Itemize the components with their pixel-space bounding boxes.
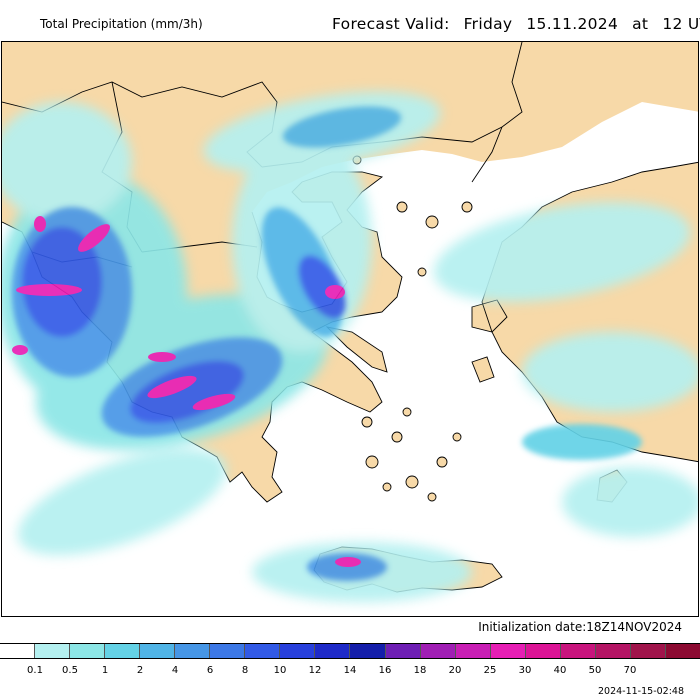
colorbar-swatch [594, 644, 630, 658]
colorbar-tick-label: 10 [273, 665, 287, 676]
colorbar-tick-label: 1 [101, 665, 109, 676]
colorbar-swatch [524, 644, 560, 658]
forecast-day: Friday [463, 15, 513, 33]
colorbar-swatch [244, 644, 280, 658]
generation-timestamp: 2024-11-15-02:48 [597, 686, 684, 697]
colorbar-tick-label: 50 [588, 665, 602, 676]
colorbar-tick-label: 16 [378, 665, 392, 676]
colorbar-swatch [489, 644, 525, 658]
colorbar-swatch [139, 644, 175, 658]
precipitation-map [1, 41, 699, 617]
forecast-at: at [632, 15, 649, 33]
colorbar-tick-label: 20 [448, 665, 462, 676]
map-canvas [2, 42, 698, 602]
colorbar-swatch [314, 644, 350, 658]
colorbar-swatch [454, 644, 490, 658]
colorbar-tick-label: 14 [343, 665, 357, 676]
colorbar-swatch [559, 644, 595, 658]
colorbar-tick-label: 18 [413, 665, 427, 676]
colorbar-tick-labels: 0.1 0.5 1 2 4 6 8 10 12 14 16 18 20 25 30 40 50 70 [0, 665, 700, 679]
colorbar-tick-label: 4 [171, 665, 179, 676]
forecast-valid-header: Forecast Valid: Friday 15.11.2024 at 12 UTC [332, 15, 700, 33]
colorbar-swatch [279, 644, 315, 658]
forecast-date: 15.11.2024 [526, 15, 619, 33]
colorbar-swatch [209, 644, 245, 658]
colorbar-tick-label: 0.5 [62, 665, 78, 676]
colorbar-swatch [174, 644, 210, 658]
colorbar-tick-label: 8 [241, 665, 249, 676]
precipitation-colorbar [0, 643, 700, 659]
map-title: Total Precipitation (mm/3h) [40, 17, 203, 31]
colorbar-tick-label: 30 [518, 665, 532, 676]
colorbar-tick-label: 70 [623, 665, 637, 676]
forecast-valid-label: Forecast Valid: [332, 15, 450, 33]
colorbar-swatch [0, 644, 35, 658]
colorbar-tick-label: 0.1 [27, 665, 43, 676]
colorbar-tick-label: 12 [308, 665, 322, 676]
forecast-time: 12 UTC [662, 15, 700, 33]
colorbar-tick-label: 2 [136, 665, 144, 676]
colorbar-swatch [629, 644, 665, 658]
colorbar-swatch [104, 644, 140, 658]
initialization-date: Initialization date:18Z14NOV2024 [478, 620, 682, 634]
colorbar-swatch [34, 644, 70, 658]
colorbar-swatch [349, 644, 385, 658]
colorbar-tick-label: 25 [483, 665, 497, 676]
colorbar-tick-label: 6 [206, 665, 214, 676]
precipitation-field [2, 91, 698, 602]
colorbar-swatch [69, 644, 105, 658]
colorbar-swatch [419, 644, 455, 658]
colorbar-swatch [384, 644, 420, 658]
colorbar-tick-label: 40 [553, 665, 567, 676]
colorbar-swatch [664, 644, 700, 658]
